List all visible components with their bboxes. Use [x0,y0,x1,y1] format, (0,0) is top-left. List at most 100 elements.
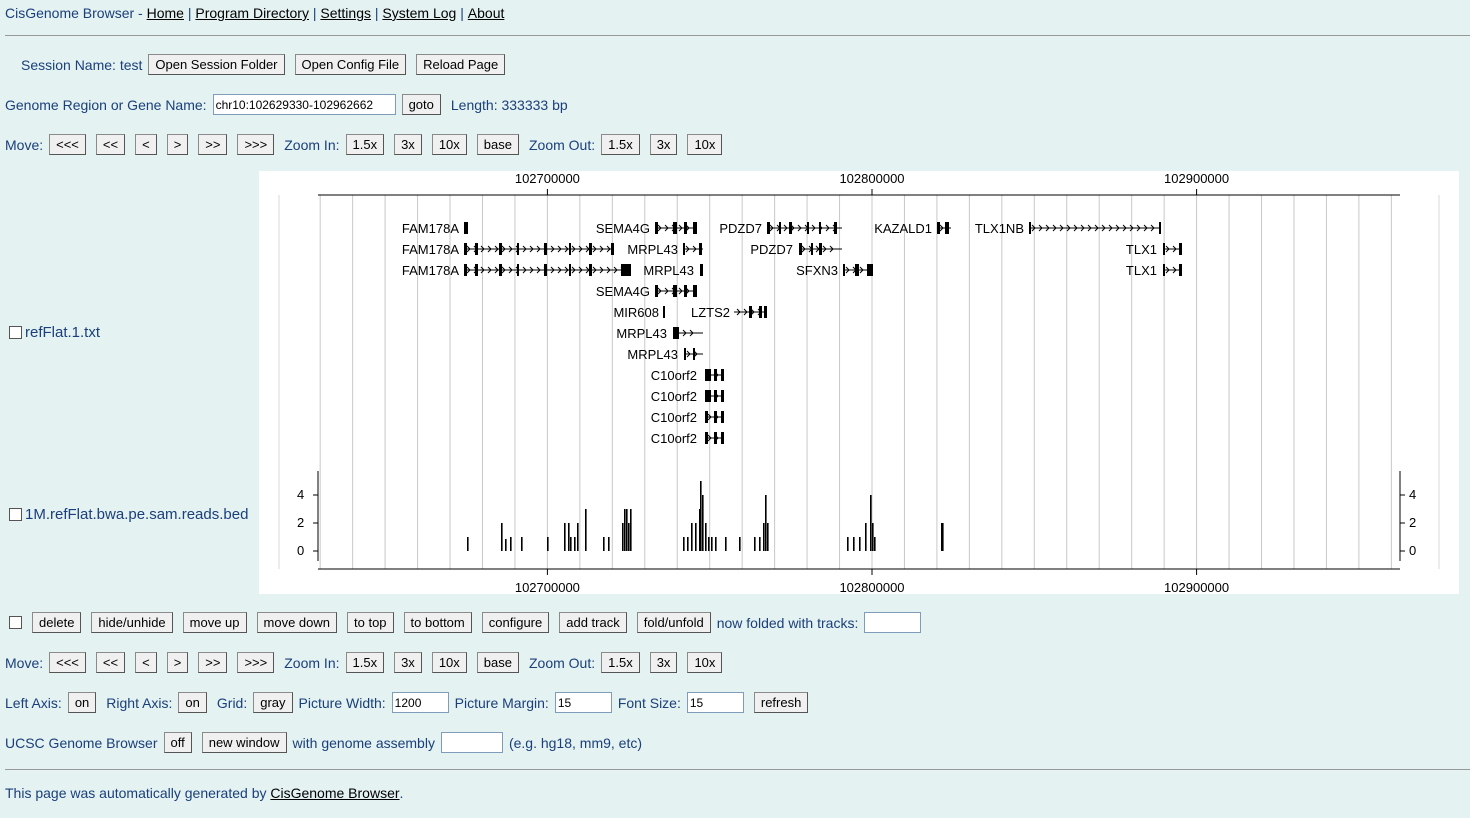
track-controls: delete hide/unhide move up move down to … [9,612,927,633]
footer-link[interactable]: CisGenome Browser [270,785,400,801]
read-bar [628,523,630,551]
move-right-button[interactable]: > [166,652,189,673]
move-down-button[interactable]: move down [256,612,338,633]
zoom-in-label: Zoom In: [284,136,340,153]
read-bar [870,495,872,551]
ucsc-new-window-button[interactable]: new window [201,732,287,753]
read-bar [763,523,765,551]
gene-model [843,264,873,276]
region-length: Length: 333333 bp [450,96,568,113]
picture-width-input[interactable] [391,692,449,713]
gene-label: PDZD7 [719,221,762,236]
read-track-axes: 0 2 4 0 2 4 [297,471,1416,561]
to-bottom-button[interactable]: to bottom [403,612,472,633]
gene-model [464,243,614,255]
zoom-base-button[interactable]: base [476,652,519,673]
nav-link-settings[interactable]: Settings [320,5,371,21]
read-bar [853,537,855,551]
move-right-more-button[interactable]: >> [198,652,228,673]
axis-tick-label-bottom: 102900000 [1164,580,1229,594]
select-all-checkbox[interactable] [9,616,22,629]
zoom-in-3x-button[interactable]: 3x [394,134,422,155]
hide-unhide-button[interactable]: hide/unhide [91,612,173,633]
to-top-button[interactable]: to top [347,612,394,633]
refresh-button[interactable]: refresh [753,692,809,713]
grid-toggle[interactable]: gray [253,692,293,713]
read-bar [630,509,632,551]
zoom-out-1-5x-button[interactable]: 1.5x [601,652,640,673]
gene-track-checkbox[interactable] [9,326,22,339]
goto-button[interactable]: goto [401,94,441,115]
zoom-out-3x-button[interactable]: 3x [649,652,678,673]
zoom-in-10x-button[interactable]: 10x [431,652,467,673]
right-axis-toggle[interactable]: on [178,692,207,713]
read-bar [683,537,685,551]
zoom-base-button[interactable]: base [476,134,519,155]
ucsc-label: UCSC Genome Browser [5,734,158,751]
read-track-checkbox[interactable] [9,508,22,521]
zoom-out-10x-button[interactable]: 10x [687,652,723,673]
folded-tracks-label: now folded with tracks: [716,614,859,631]
gene-model [700,264,703,276]
gene-models [464,222,1182,444]
zoom-in-1-5x-button[interactable]: 1.5x [345,134,385,155]
move-far-left-button[interactable]: <<< [49,652,86,673]
nav-link-home[interactable]: Home [146,5,184,21]
nav-link-system-log[interactable]: System Log [382,5,457,21]
read-bar [564,523,566,551]
axis-tick-label-top: 102800000 [839,171,904,186]
gene-model [663,306,665,318]
zoom-in-10x-button[interactable]: 10x [431,134,467,155]
delete-track-button[interactable]: delete [32,612,82,633]
zoom-out-10x-button[interactable]: 10x [687,134,723,155]
reload-page-button[interactable]: Reload Page [416,54,506,75]
zoom-in-label: Zoom In: [284,654,340,671]
left-axis-toggle[interactable]: on [67,692,97,713]
move-left-button[interactable]: < [135,652,157,673]
nav-bar-top: Move: <<< << < > >> >>> Zoom In: 1.5x 3x… [5,134,732,155]
move-right-button[interactable]: > [166,134,189,155]
fold-unfold-button[interactable]: fold/unfold [636,612,711,633]
font-size-input[interactable] [686,692,744,713]
nav-link-program-directory[interactable]: Program Directory [195,5,309,21]
zoom-in-3x-button[interactable]: 3x [394,652,422,673]
read-bar [608,537,610,551]
assembly-input[interactable] [440,732,503,753]
right-axis-label: Right Axis: [106,694,173,711]
move-left-more-button[interactable]: << [95,652,126,673]
read-bar [715,537,717,551]
gene-label: MIR608 [613,305,659,320]
configure-button[interactable]: configure [481,612,550,633]
app-title: CisGenome Browser [5,5,135,21]
move-far-right-button[interactable]: >>> [237,652,275,673]
move-far-left-button[interactable]: <<< [49,134,86,155]
gene-model [705,369,724,381]
move-left-more-button[interactable]: << [95,134,126,155]
zoom-out-1-5x-button[interactable]: 1.5x [601,134,640,155]
open-session-folder-button[interactable]: Open Session Folder [148,54,285,75]
move-up-button[interactable]: move up [182,612,247,633]
display-settings: Left Axis: on Right Axis: on Grid: gray … [5,692,818,713]
move-far-right-button[interactable]: >>> [237,134,275,155]
move-left-button[interactable]: < [135,134,157,155]
axis-tick-label-top: 102700000 [515,171,580,186]
open-config-file-button[interactable]: Open Config File [294,54,407,75]
read-bar [547,537,549,551]
gene-label: MRPL43 [616,326,667,341]
zoom-out-3x-button[interactable]: 3x [649,134,678,155]
region-input[interactable] [212,94,396,115]
picture-margin-input[interactable] [554,692,612,713]
gene-label: MRPL43 [627,242,678,257]
add-track-button[interactable]: add track [559,612,627,633]
left-ytick-label: 2 [297,515,304,530]
read-bar [847,537,849,551]
zoom-in-1-5x-button[interactable]: 1.5x [345,652,385,673]
folded-tracks-input[interactable] [864,612,922,633]
nav-link-about[interactable]: About [467,5,505,21]
read-bar [585,509,587,551]
read-bar [695,523,697,551]
read-bar [767,523,769,551]
move-right-more-button[interactable]: >> [198,134,228,155]
read-bar [467,537,469,551]
ucsc-off-button[interactable]: off [163,732,192,753]
